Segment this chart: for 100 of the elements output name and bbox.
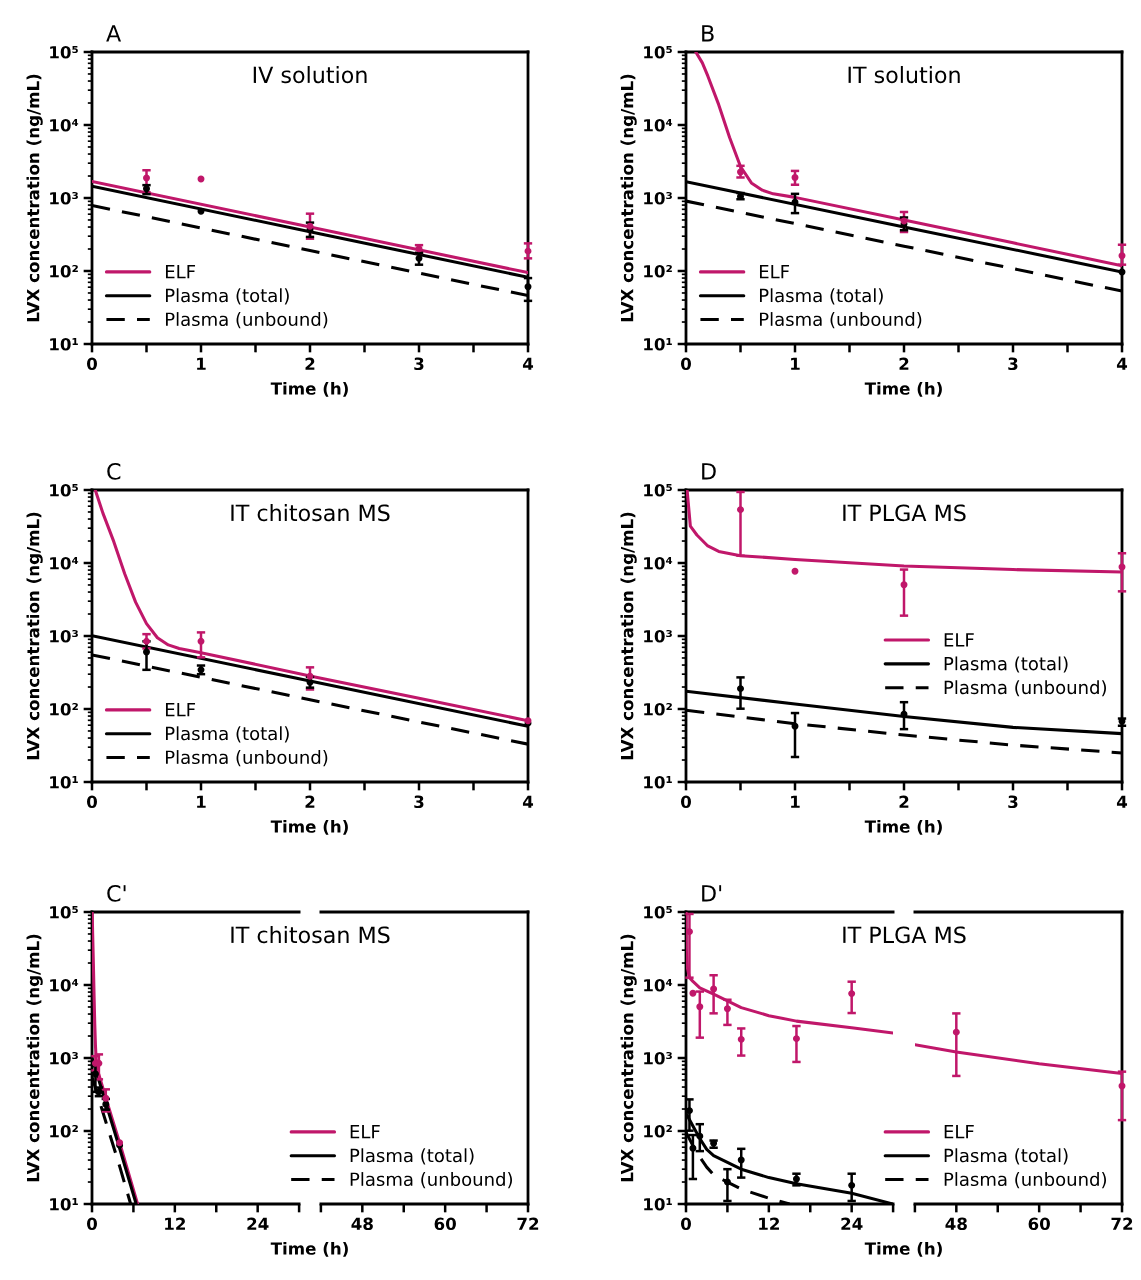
y-tick-label: 10²	[50, 264, 78, 278]
x-axis-title: Time (h)	[864, 819, 942, 835]
y-tick-label: 10³	[50, 629, 78, 643]
x-axis-title: Time (h)	[270, 819, 348, 835]
x-tick-label: 4	[1116, 357, 1128, 370]
legend-label: ELF	[944, 633, 974, 647]
text: IT PLGA MS	[843, 504, 966, 522]
legend-label: Plasma (total)	[944, 1148, 1068, 1165]
y-tick-label: 10⁵	[644, 905, 672, 919]
x-tick-label: 0	[681, 1217, 691, 1231]
legend-label: Plasma (total)	[350, 1148, 474, 1165]
y-tick-label: 10²	[50, 702, 78, 716]
legend-label: Plasma (unbound)	[350, 1172, 513, 1189]
x-tick-label: 60	[1028, 1217, 1050, 1231]
x-tick-label: 48	[351, 1217, 373, 1231]
legend-label: Plasma (unbound)	[165, 750, 328, 767]
y-tick-label: 10⁴	[50, 978, 79, 992]
text: C'	[107, 884, 126, 902]
x-tick-label: 3	[1008, 357, 1018, 371]
x-tick-label: 2	[305, 357, 315, 370]
x-tick-label: 4	[1116, 795, 1128, 808]
legend-label: Plasma (total)	[944, 656, 1068, 673]
x-tick-label: 0	[87, 795, 97, 809]
y-tick-label: 10⁴	[644, 978, 673, 992]
x-tick-label: 0	[681, 357, 691, 371]
legend-label: Plasma (total)	[165, 726, 289, 743]
x-tick-label: 24	[841, 1217, 863, 1230]
x-tick-label: 0	[87, 357, 97, 371]
text: D	[702, 463, 716, 480]
x-axis-title: Time (h)	[864, 1241, 942, 1257]
y-tick-label: 10³	[644, 1051, 672, 1065]
text: IT PLGA MS	[843, 926, 966, 944]
legend-label: ELF	[759, 265, 790, 279]
x-axis-title: Time (h)	[270, 381, 348, 397]
x-tick-label: 4	[522, 357, 534, 370]
x-tick-label: 60	[434, 1217, 456, 1231]
x-tick-label: 72	[1111, 1217, 1133, 1230]
y-axis-title: LVX concentration (ng/mL)	[620, 934, 637, 1182]
x-tick-label: 2	[899, 795, 909, 808]
y-tick-label: 10¹	[50, 1197, 78, 1211]
x-tick-label: 3	[414, 357, 424, 371]
y-tick-label: 10¹	[644, 1197, 672, 1211]
y-tick-label: 10¹	[50, 337, 78, 351]
y-tick-label: 10³	[644, 629, 672, 643]
x-tick-label: 1	[791, 357, 800, 370]
text: A	[106, 25, 122, 42]
y-tick-label: 10²	[50, 1124, 78, 1138]
y-tick-label: 10⁵	[50, 45, 78, 59]
y-tick-label: 10³	[644, 191, 672, 205]
legend-label: Plasma (total)	[759, 288, 883, 305]
x-tick-label: 48	[945, 1217, 967, 1231]
legend-label: Plasma (unbound)	[944, 680, 1107, 697]
y-tick-label: 10⁵	[644, 483, 672, 497]
text: IV solution	[253, 66, 367, 84]
y-tick-label: 10⁴	[644, 118, 673, 132]
x-tick-label: 12	[759, 1217, 779, 1230]
y-tick-label: 10⁴	[644, 556, 673, 570]
y-tick-label: 10⁴	[50, 118, 79, 132]
text: IT solution	[848, 66, 960, 84]
x-tick-label: 24	[247, 1217, 269, 1230]
y-axis-title: LVX concentration (ng/mL)	[620, 74, 637, 322]
x-tick-label: 1	[197, 357, 206, 370]
legend-label: Plasma (total)	[165, 288, 289, 305]
x-tick-label: 12	[165, 1217, 185, 1230]
y-tick-label: 10⁵	[50, 905, 78, 919]
text: C	[107, 462, 121, 480]
y-tick-label: 10¹	[644, 775, 672, 789]
y-tick-label: 10¹	[50, 775, 78, 789]
y-axis-title: LVX concentration (ng/mL)	[26, 74, 43, 322]
legend-label: ELF	[165, 265, 196, 279]
x-tick-label: 0	[681, 795, 691, 809]
y-axis-title: LVX concentration (ng/mL)	[26, 934, 43, 1182]
text: D'	[702, 885, 722, 902]
x-tick-label: 0	[87, 1217, 97, 1231]
y-tick-label: 10⁴	[50, 556, 79, 570]
y-tick-label: 10³	[50, 191, 78, 205]
x-tick-label: 3	[414, 795, 424, 809]
y-tick-label: 10¹	[644, 337, 672, 351]
y-tick-label: 10²	[644, 264, 672, 278]
text: IT chitosan MS	[231, 926, 390, 944]
text: IT chitosan MS	[231, 504, 390, 522]
legend-label: ELF	[165, 703, 196, 717]
y-tick-label: 10⁵	[50, 483, 78, 497]
legend-label: Plasma (unbound)	[165, 312, 328, 329]
x-tick-label: 1	[791, 795, 800, 808]
legend-label: Plasma (unbound)	[759, 312, 922, 329]
y-tick-label: 10⁵	[644, 45, 672, 59]
legend-label: Plasma (unbound)	[944, 1172, 1107, 1189]
x-axis-title: Time (h)	[270, 1241, 348, 1257]
x-tick-label: 3	[1008, 795, 1018, 809]
text: B	[702, 25, 714, 42]
y-tick-label: 10²	[644, 702, 672, 716]
x-axis-title: Time (h)	[864, 381, 942, 397]
legend-label: ELF	[944, 1125, 974, 1139]
legend-label: ELF	[350, 1125, 380, 1139]
y-axis-title: LVX concentration (ng/mL)	[26, 512, 43, 760]
x-tick-label: 2	[899, 357, 909, 370]
x-tick-label: 72	[517, 1217, 539, 1230]
y-tick-label: 10²	[644, 1124, 672, 1138]
y-axis-title: LVX concentration (ng/mL)	[620, 512, 637, 760]
